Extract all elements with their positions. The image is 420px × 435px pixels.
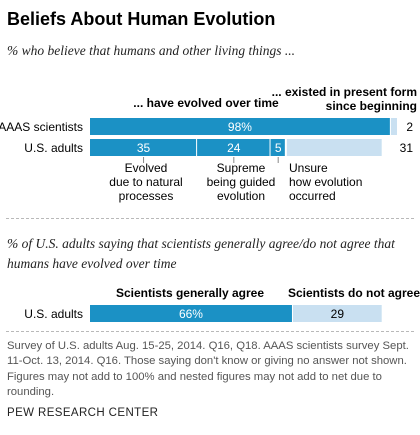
bar-agree — [90, 305, 292, 322]
header-agree: Scientists generally agree — [116, 286, 264, 300]
chart2-subtitle: % of U.S. adults saying that scientists … — [7, 236, 395, 271]
bar-us-nested-2 — [270, 139, 285, 156]
value-us-nested-1: 24 — [227, 141, 241, 155]
bar-aaas-evolved — [90, 118, 390, 135]
value-us-nested-0: 35 — [137, 141, 151, 155]
value-aaas-evolved: 98% — [228, 120, 252, 134]
row-label-aaas: AAAS scientists — [0, 120, 83, 134]
footnote: Survey of U.S. adults Aug. 15-25, 2014. … — [7, 340, 409, 398]
source-label: PEW RESEARCH CENTER — [7, 407, 159, 419]
value-us-nested-2: 5 — [275, 141, 282, 155]
value-aaas-existed: 2 — [406, 120, 413, 134]
bar-us-nested-0 — [90, 139, 197, 156]
chart1-subtitle: % who believe that humans and other livi… — [7, 43, 295, 58]
footnote-divider — [6, 331, 414, 332]
bar-us-nested-1 — [197, 139, 270, 156]
header-evolved: ... have evolved over time — [133, 96, 279, 110]
header-not-agree: Scientists do not agree — [288, 286, 420, 300]
nested-label-0: Evolved due to natural processes — [109, 161, 182, 203]
row-label-us-adults-2: U.S. adults — [24, 307, 83, 321]
value-us-existed: 31 — [400, 141, 414, 155]
bar-aaas-existed — [390, 118, 397, 135]
value-agree: 66% — [179, 307, 203, 321]
row-label-us-adults: U.S. adults — [24, 141, 83, 155]
chart-title: Beliefs About Human Evolution — [7, 9, 276, 29]
header-existed: ... existed in present form since beginni… — [272, 85, 417, 113]
nested-label-2: Unsure how evolution occurred — [289, 161, 362, 203]
value-not-agree: 29 — [331, 307, 345, 321]
nested-label-1: Supreme being guided evolution — [207, 161, 276, 203]
bar-not-agree — [292, 305, 382, 322]
bar-us-existed — [286, 139, 382, 156]
section-divider — [6, 218, 414, 219]
